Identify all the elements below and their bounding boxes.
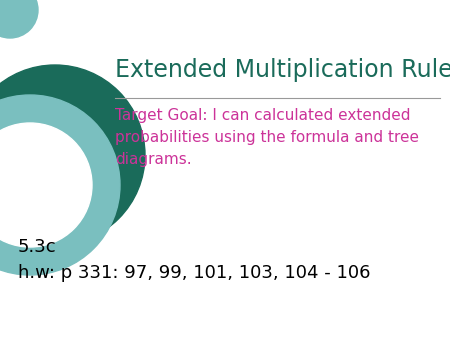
Text: Target Goal: I can calculated extended
probabilities using the formula and tree
: Target Goal: I can calculated extended p…: [115, 108, 419, 167]
Text: Extended Multiplication Rules: Extended Multiplication Rules: [115, 58, 450, 82]
Text: 5.3c: 5.3c: [18, 238, 57, 256]
Circle shape: [0, 65, 145, 245]
Circle shape: [0, 0, 38, 38]
Text: h.w: p 331: 97, 99, 101, 103, 104 - 106: h.w: p 331: 97, 99, 101, 103, 104 - 106: [18, 264, 370, 282]
Circle shape: [0, 123, 92, 247]
Circle shape: [0, 95, 120, 275]
